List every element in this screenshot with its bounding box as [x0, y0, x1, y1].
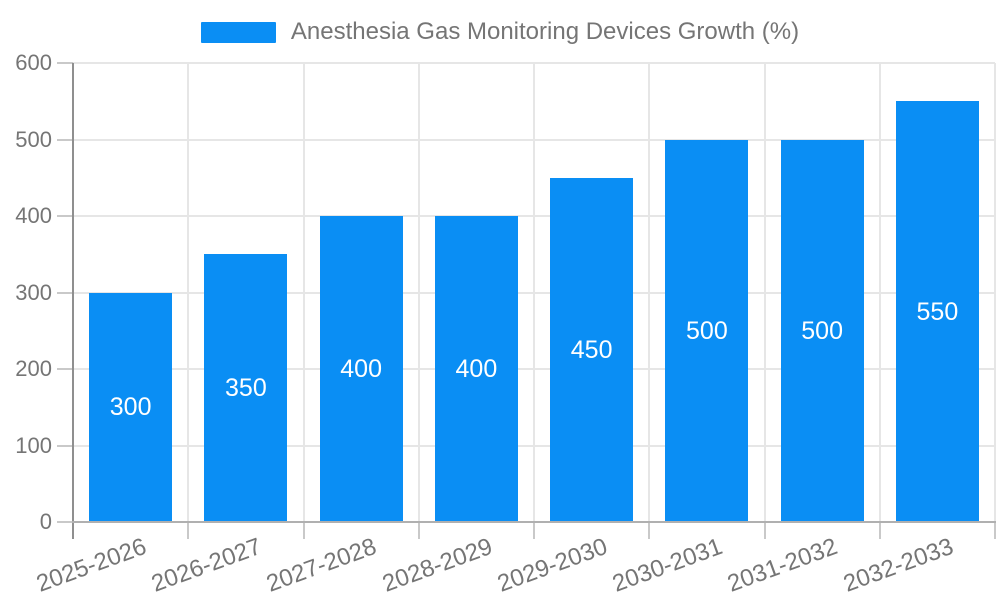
x-axis-label: 2031-2032: [724, 533, 842, 598]
y-axis-label: 600: [15, 50, 52, 75]
y-tick: [57, 62, 73, 64]
y-tick: [57, 138, 73, 141]
h-gridline: [73, 444, 995, 447]
legend-swatch: [200, 21, 276, 43]
y-tick: [57, 368, 73, 370]
bar[interactable]: [319, 216, 403, 522]
bar[interactable]: [665, 139, 749, 522]
x-axis-label: 2029-2030: [493, 533, 611, 598]
x-axis-line: [72, 521, 996, 523]
bar[interactable]: [89, 292, 173, 522]
y-axis-label: 400: [15, 203, 52, 228]
y-axis-label: 200: [15, 356, 52, 381]
x-axis-label: 2032-2033: [839, 533, 957, 598]
bar[interactable]: [780, 139, 864, 522]
bar[interactable]: [204, 254, 288, 522]
y-axis-label: 300: [15, 279, 52, 305]
v-gridline: [994, 63, 996, 522]
bar[interactable]: [895, 101, 979, 522]
y-axis-label: 0: [39, 509, 52, 534]
x-tick: [648, 522, 651, 539]
x-axis-label: 2025-2026: [32, 533, 150, 598]
x-tick: [878, 522, 881, 539]
h-gridline: [73, 138, 995, 141]
legend[interactable]: Anesthesia Gas Monitoring Devices Growth…: [0, 17, 1000, 47]
bar[interactable]: [550, 177, 634, 522]
h-gridline: [73, 62, 995, 64]
y-tick: [57, 215, 73, 217]
x-tick: [417, 522, 420, 539]
x-tick: [302, 522, 305, 539]
x-tick: [994, 522, 996, 539]
y-axis-label: 500: [15, 126, 52, 152]
bar[interactable]: [434, 216, 518, 522]
h-gridline: [73, 291, 995, 294]
x-tick: [763, 522, 766, 539]
legend-label: Anesthesia Gas Monitoring Devices Growth…: [290, 18, 800, 45]
h-gridline: [73, 215, 995, 217]
x-axis-label: 2028-2029: [378, 533, 496, 598]
h-gridline: [73, 368, 995, 370]
x-tick: [533, 522, 535, 539]
x-axis-label: 2030-2031: [609, 533, 727, 598]
y-tick: [57, 521, 73, 523]
y-axis-line: [72, 63, 74, 539]
y-tick: [57, 444, 73, 447]
y-axis-label: 100: [15, 432, 52, 458]
x-tick: [187, 522, 190, 539]
y-tick: [57, 291, 73, 294]
x-axis-label: 2026-2027: [148, 533, 266, 598]
x-axis-label: 2027-2028: [263, 533, 381, 598]
